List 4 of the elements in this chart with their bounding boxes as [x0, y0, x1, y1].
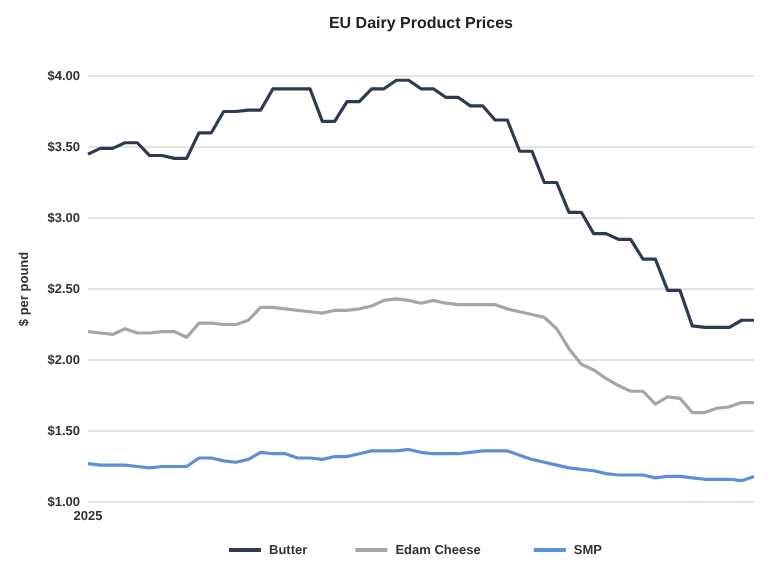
chart-title: EU Dairy Product Prices	[328, 14, 515, 32]
line-series	[86, 447, 756, 483]
line-series	[86, 78, 756, 329]
line-series	[86, 297, 756, 415]
